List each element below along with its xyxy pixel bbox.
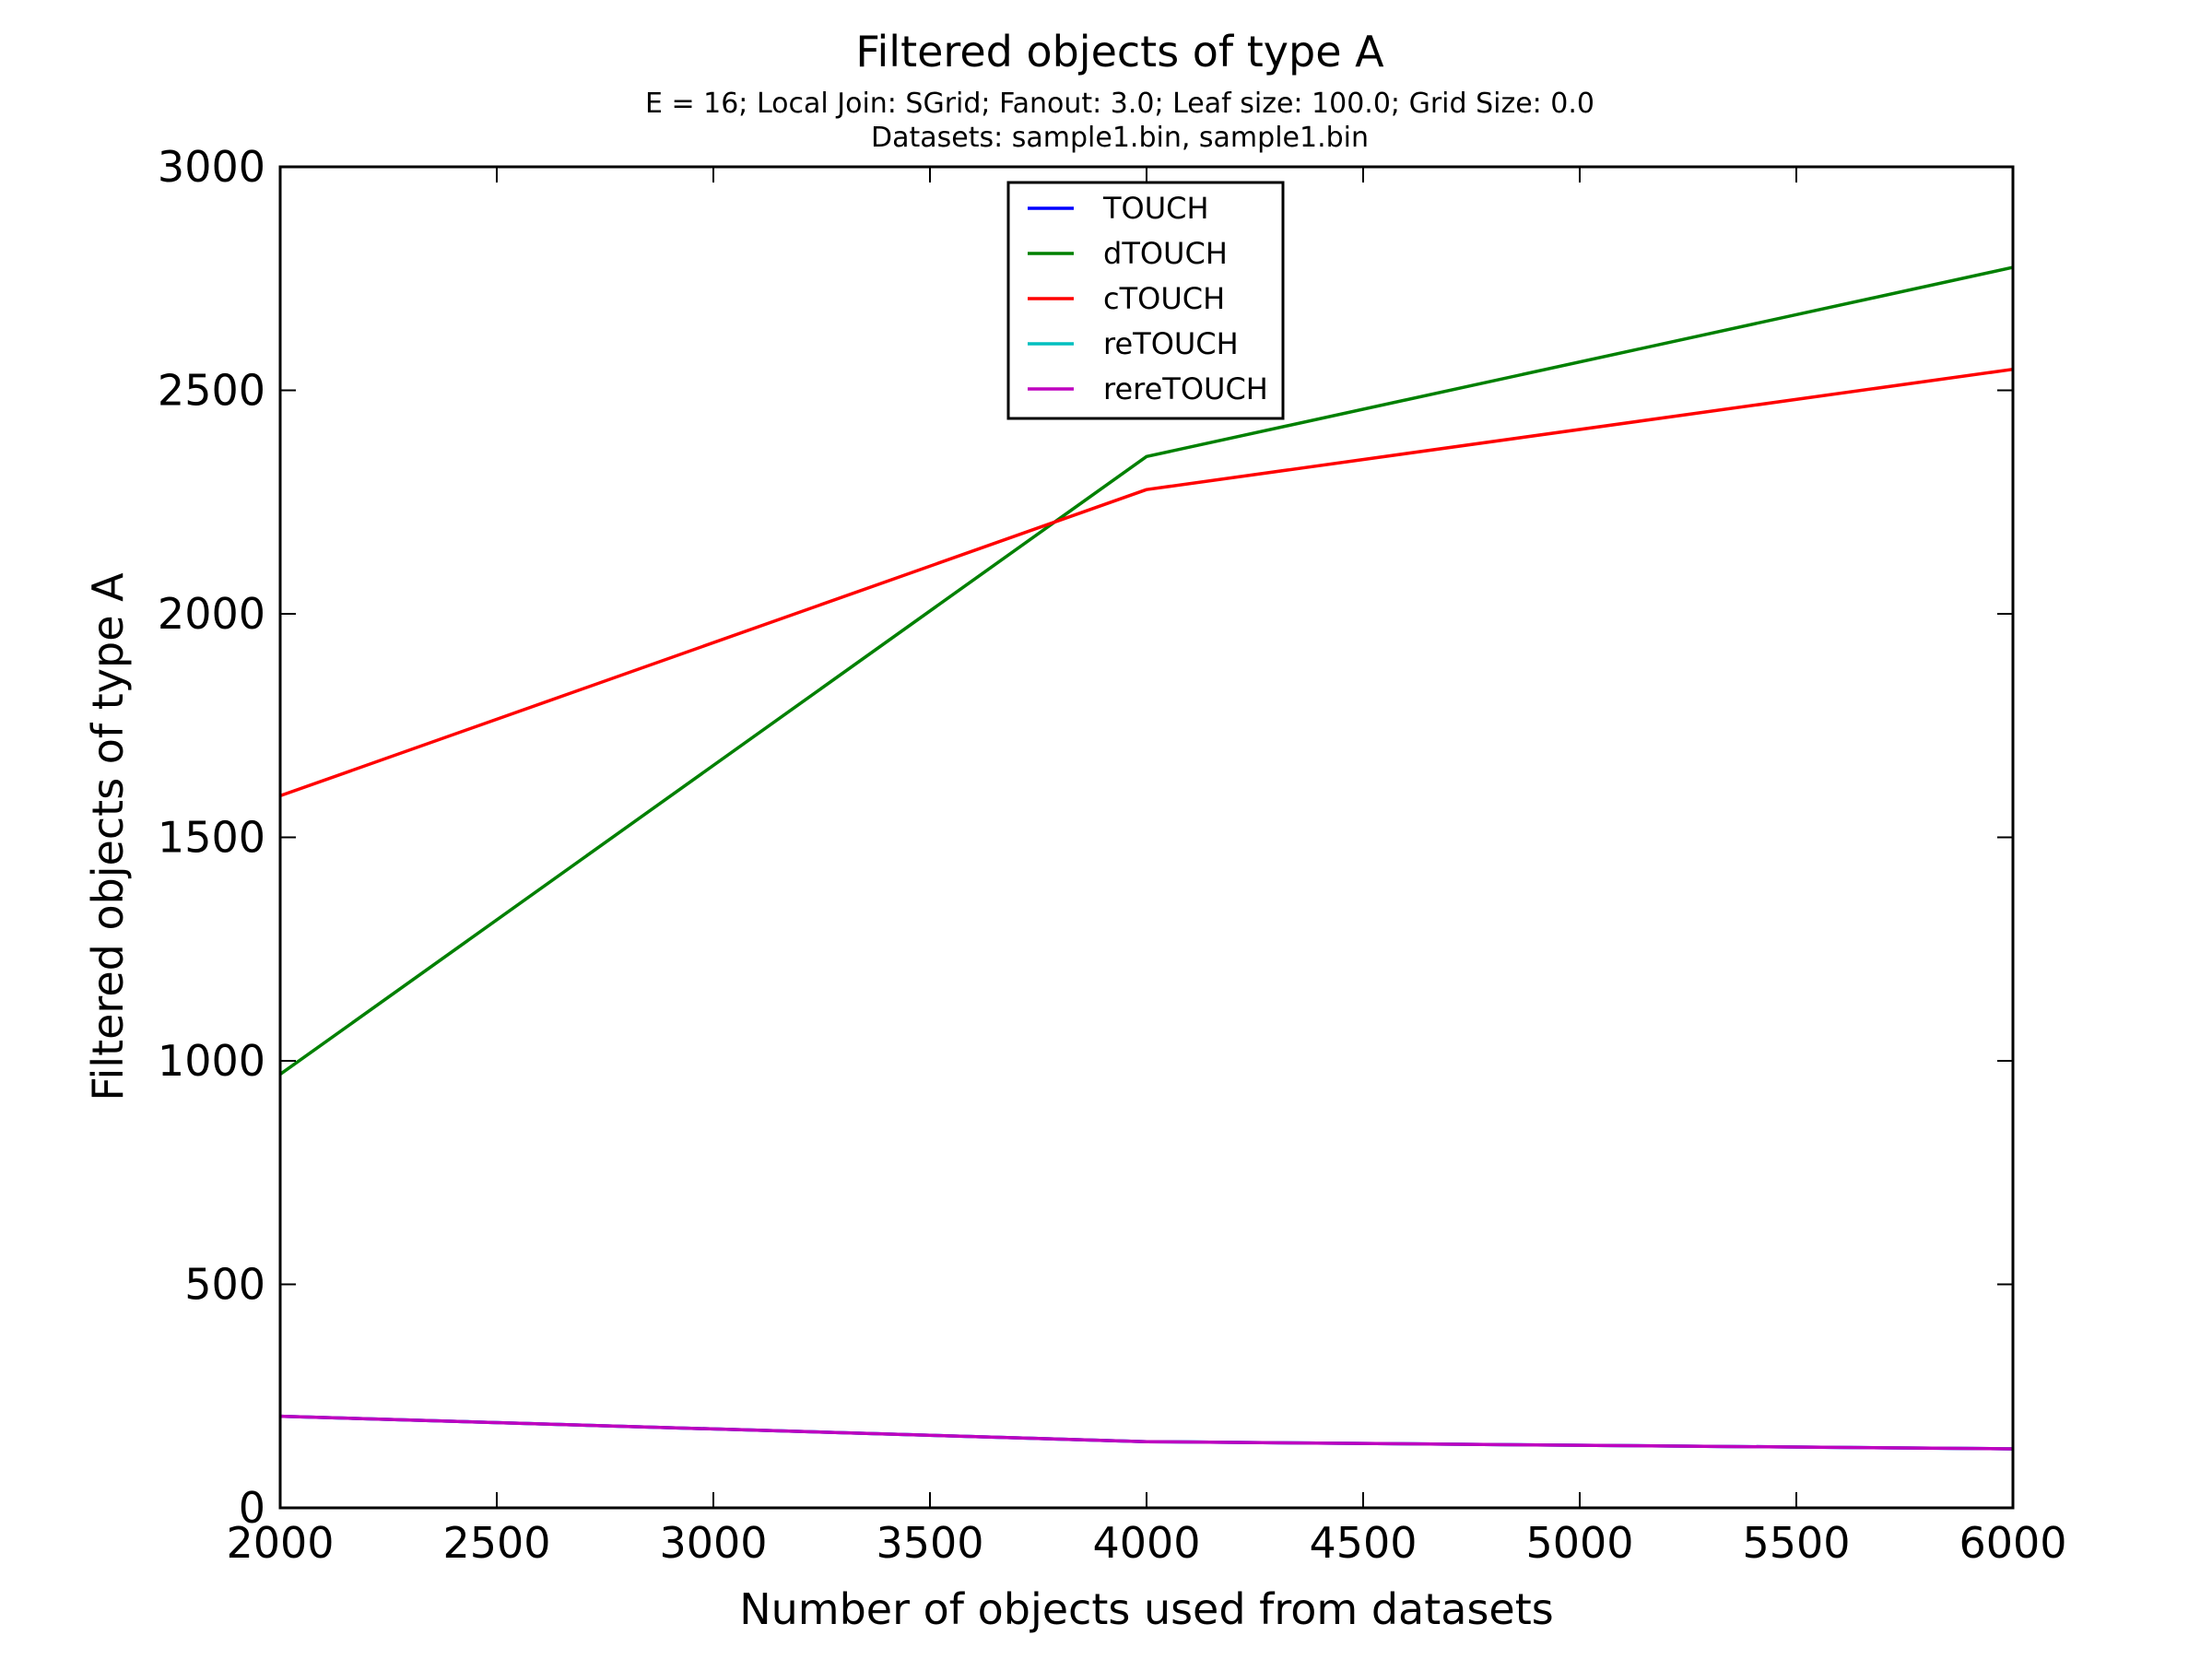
legend-box	[1006, 181, 1285, 420]
y-tick-label: 2000	[158, 589, 265, 639]
x-tick-label: 3000	[659, 1518, 767, 1568]
series-line-retouch	[279, 1414, 2014, 1451]
x-axis-label: Number of objects used from datasets	[739, 1584, 1554, 1634]
x-tick-label: 5500	[1742, 1518, 1850, 1568]
y-tick-label: 0	[239, 1483, 265, 1533]
x-tick-label: 4500	[1309, 1518, 1417, 1568]
y-tick-label: 1500	[158, 813, 265, 863]
series-layer	[278, 265, 2014, 1451]
x-tick-label: 2500	[442, 1518, 550, 1568]
series-line-touch	[279, 1414, 2014, 1451]
legend-label-dtouch: dTOUCH	[1103, 236, 1228, 271]
y-tick-label: 500	[184, 1260, 265, 1310]
legend-label-touch: TOUCH	[1102, 191, 1209, 226]
legend-label-ctouch: cTOUCH	[1103, 281, 1225, 316]
chart-title: Filtered objects of type A	[855, 27, 1384, 76]
x-tick-label: 5000	[1525, 1518, 1633, 1568]
y-tick-label: 2500	[158, 366, 265, 416]
legend-label-retouch: reTOUCH	[1103, 326, 1239, 361]
series-line-ctouch	[279, 367, 2014, 798]
x-tick-label: 3500	[876, 1518, 983, 1568]
x-tick-label: 6000	[1959, 1518, 2066, 1568]
legend-label-reretouch: rereTOUCH	[1103, 371, 1268, 406]
x-tick-label: 4000	[1092, 1518, 1200, 1568]
series-line-dtouch	[278, 265, 2014, 1077]
y-tick-label: 1000	[158, 1036, 265, 1086]
series-line-reretouch	[279, 1414, 2014, 1451]
tick-layer: 2000 2500 3000 3500 4000 4500 5000 5500 6000 0 500…	[158, 142, 2067, 1568]
legend: TOUCH dTOUCH cTOUCH reTOUCH rereTOUCH	[1006, 181, 1285, 420]
y-axis-label: Filtered objects of type A	[83, 572, 133, 1101]
chart-subtitle-line-1: E = 16; Local Join: SGrid; Fanout: 3.0; …	[645, 88, 1594, 120]
x-tick-label: 2000	[226, 1518, 334, 1568]
chart-subtitle-line-2: Datasets: sample1.bin, sample1.bin	[871, 122, 1369, 154]
y-tick-label: 3000	[158, 142, 265, 192]
